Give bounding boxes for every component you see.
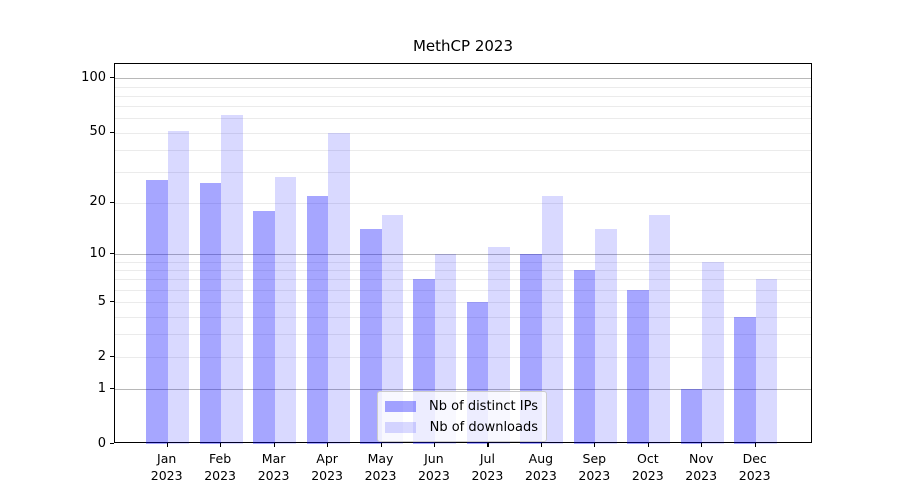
gridline-major-1 [115,389,811,391]
bar-distinct-ips-oct [627,289,649,444]
gridline-minor-4 [115,316,811,318]
gridline-minor-80 [115,95,811,97]
ytick-mark-100 [110,77,114,79]
ytick-label-50: 50 [89,124,106,139]
xtick-label-mar: Mar 2023 [257,451,290,483]
xtick-mark-oct [647,443,649,447]
gridline-minor-40 [115,149,811,151]
gridline-minor-2 [115,357,811,358]
legend: Nb of distinct IPs Nb of downloads [377,391,547,442]
ytick-label-1: 1 [97,380,106,396]
ytick-mark-10 [110,253,114,255]
xtick-mark-jun [433,443,436,447]
ytick-mark-50 [110,131,114,133]
bar-downloads-sep [595,229,617,444]
ytick-label-10: 10 [89,245,106,261]
ytick-label-20: 20 [89,194,106,210]
legend-label-distinct-ips: Nb of distinct IPs [429,398,538,414]
legend-swatch-distinct-ips [385,400,416,412]
bar-distinct-ips-feb [199,182,222,444]
bar-downloads-nov [702,261,724,444]
gridline-minor-50 [115,132,811,134]
ytick-label-0: 0 [97,435,106,451]
gridline-minor-8 [115,269,811,271]
ytick-mark-20 [110,201,114,203]
xtick-mark-aug [540,443,543,447]
bar-downloads-may [381,215,403,444]
xtick-label-may: May 2023 [364,451,397,483]
bar-distinct-ips-sep [573,269,596,444]
xtick-mark-dec [754,443,756,447]
bar-downloads-apr [328,132,350,444]
xtick-mark-feb [220,443,222,447]
ytick-mark-5 [110,301,114,303]
bar-downloads-oct [648,215,671,444]
bar-downloads-mar [274,177,297,444]
xtick-mark-sep [594,443,596,447]
legend-row-distinct-ips: Nb of distinct IPs [385,398,538,414]
gridline-minor-3 [115,334,811,336]
xtick-label-sep: Sep 2023 [578,451,611,483]
ytick-label-100: 100 [81,69,106,85]
gridline-major-10 [115,254,811,255]
gridline-minor-9 [115,261,811,263]
ytick-mark-2 [110,356,114,358]
bar-distinct-ips-dec [734,316,756,444]
legend-label-downloads: Nb of downloads [429,419,538,435]
gridline-minor-6 [115,289,811,291]
xtick-mark-jul [487,443,489,447]
ytick-label-5: 5 [97,293,106,309]
gridline-major-100 [115,78,811,80]
xtick-label-jun: Jun 2023 [417,451,450,483]
xtick-label-oct: Oct 2023 [631,451,664,483]
bar-distinct-ips-may [360,229,382,444]
xtick-mark-apr [327,443,329,447]
xtick-mark-nov [701,443,703,447]
plot-area [114,63,812,444]
gridline-minor-30 [115,171,811,173]
bar-downloads-aug [541,195,564,444]
xtick-label-feb: Feb 2023 [204,451,236,483]
gridline-minor-7 [115,279,811,281]
xtick-label-aug: Aug 2023 [524,451,557,483]
gridline-minor-20 [115,202,811,204]
legend-swatch-downloads [385,421,416,433]
xtick-label-nov: Nov 2023 [685,451,718,483]
bar-distinct-ips-jan [146,180,168,444]
gridline-minor-70 [115,106,811,108]
bar-downloads-jan [167,130,190,444]
xtick-mark-mar [273,443,275,447]
ytick-mark-0 [110,443,114,445]
bar-downloads-feb [221,114,243,444]
bar-distinct-ips-mar [253,210,275,444]
bar-distinct-ips-nov [680,389,703,444]
ytick-mark-1 [110,388,114,390]
gridline-minor-90 [115,86,811,88]
xtick-label-apr: Apr 2023 [311,451,343,483]
chart-title: MethCP 2023 [412,37,514,55]
gridline-minor-5 [115,302,811,303]
xtick-label-jul: Jul 2023 [471,451,504,483]
legend-row-downloads: Nb of downloads [385,419,538,435]
ytick-label-2: 2 [97,348,106,364]
bar-distinct-ips-apr [306,195,329,444]
bar-downloads-dec [755,279,778,444]
gridline-minor-60 [115,118,811,120]
xtick-label-dec: Dec 2023 [738,451,771,483]
xtick-label-jan: Jan 2023 [150,451,183,483]
xtick-mark-may [380,443,382,447]
xtick-mark-jan [166,443,168,447]
